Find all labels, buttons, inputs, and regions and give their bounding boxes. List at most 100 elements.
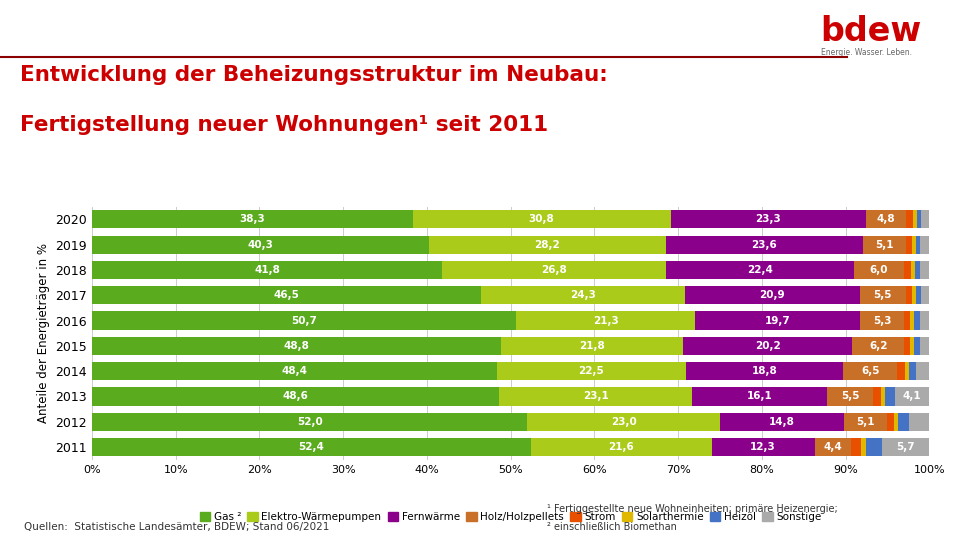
Text: 23,6: 23,6 [751, 240, 777, 250]
Bar [898, 413, 909, 431]
Bar [904, 261, 911, 279]
Text: 4,8: 4,8 [876, 214, 895, 224]
Bar [412, 211, 671, 228]
Text: 52,4: 52,4 [298, 442, 324, 452]
Text: 14,8: 14,8 [769, 417, 795, 426]
Bar [843, 362, 897, 380]
Text: 6,5: 6,5 [861, 366, 880, 376]
Bar [921, 211, 929, 228]
Bar [92, 413, 528, 431]
Bar [906, 236, 912, 254]
Bar [844, 413, 887, 431]
Bar [912, 236, 916, 254]
Text: 5,7: 5,7 [896, 442, 915, 452]
Bar [852, 337, 904, 355]
Bar [814, 438, 852, 456]
Bar [683, 337, 852, 355]
Bar [917, 211, 921, 228]
Bar [720, 413, 844, 431]
Bar [860, 312, 904, 330]
Text: 38,3: 38,3 [239, 214, 265, 224]
Bar [906, 211, 913, 228]
Text: 40,3: 40,3 [248, 240, 274, 250]
Text: Energie. Wasser. Leben.: Energie. Wasser. Leben. [821, 48, 912, 57]
Text: 24,3: 24,3 [570, 290, 596, 300]
Text: ² einschließlich Biomethan: ² einschließlich Biomethan [547, 522, 677, 532]
Text: 23,0: 23,0 [611, 417, 637, 426]
Text: 22,4: 22,4 [747, 265, 773, 275]
Text: 21,8: 21,8 [579, 341, 605, 351]
Text: 20,2: 20,2 [755, 341, 780, 351]
Bar [517, 312, 695, 330]
Text: 23,1: 23,1 [583, 392, 609, 401]
Text: 6,0: 6,0 [870, 265, 889, 275]
Bar [920, 337, 929, 355]
Bar [911, 261, 915, 279]
Bar [914, 312, 920, 330]
Bar [881, 387, 885, 405]
Bar [915, 261, 920, 279]
Bar [916, 236, 920, 254]
Text: Fertigstellung neuer Wohnungen¹ seit 2011: Fertigstellung neuer Wohnungen¹ seit 201… [20, 115, 549, 135]
Text: 50,7: 50,7 [291, 316, 318, 325]
Bar [92, 362, 498, 380]
Bar [92, 261, 442, 279]
Bar [92, 211, 412, 228]
Text: 26,8: 26,8 [541, 265, 567, 275]
Text: Entwicklung der Beheizungsstruktur im Neubau:: Entwicklung der Beheizungsstruktur im Ne… [20, 65, 608, 84]
Bar [92, 337, 500, 355]
Bar [92, 387, 499, 405]
Bar [897, 362, 905, 380]
Text: 4,1: 4,1 [903, 392, 922, 401]
Text: 23,3: 23,3 [755, 214, 781, 224]
Bar [92, 312, 517, 330]
Text: 30,8: 30,8 [529, 214, 555, 224]
Bar [887, 413, 894, 431]
Bar [906, 286, 912, 304]
Text: ¹ Fertiggestellte neue Wohneinheiten; primäre Heizenergie;: ¹ Fertiggestellte neue Wohneinheiten; pr… [547, 504, 837, 514]
Text: 48,6: 48,6 [283, 392, 309, 401]
Bar [914, 337, 920, 355]
Bar [865, 211, 906, 228]
Text: bdew: bdew [821, 15, 922, 48]
Bar [910, 312, 914, 330]
Bar [530, 438, 711, 456]
Bar [916, 362, 929, 380]
Text: 21,3: 21,3 [592, 316, 619, 325]
Bar [499, 387, 692, 405]
Legend: Gas ², Elektro-Wärmepumpen, Fernwärme, Holz/Holzpellets, Strom, Solarthermie, He: Gas ², Elektro-Wärmepumpen, Fernwärme, H… [196, 508, 826, 526]
Bar [92, 438, 530, 456]
Bar [528, 413, 720, 431]
Bar [861, 438, 865, 456]
Bar [442, 261, 666, 279]
Bar [854, 261, 904, 279]
Bar [430, 236, 666, 254]
Text: 28,2: 28,2 [534, 240, 560, 250]
Bar [921, 286, 929, 304]
Text: 21,6: 21,6 [608, 442, 634, 452]
Bar [920, 261, 929, 279]
Bar [684, 286, 860, 304]
Bar [827, 387, 873, 405]
Text: 5,1: 5,1 [875, 240, 893, 250]
Bar [873, 387, 881, 405]
Bar [481, 286, 684, 304]
Text: 4,4: 4,4 [824, 442, 842, 452]
Bar [885, 387, 895, 405]
Bar [666, 236, 863, 254]
Text: 48,8: 48,8 [284, 341, 309, 351]
Bar [692, 387, 827, 405]
Text: 5,5: 5,5 [873, 290, 892, 300]
Bar [920, 312, 929, 330]
Text: 20,9: 20,9 [760, 290, 785, 300]
Text: 6,2: 6,2 [869, 341, 888, 351]
Text: Quellen:  Statistische Landesämter, BDEW; Stand 06/2021: Quellen: Statistische Landesämter, BDEW;… [24, 522, 329, 532]
Bar [920, 236, 929, 254]
Bar [666, 261, 854, 279]
Text: 18,8: 18,8 [751, 366, 777, 376]
Text: 5,3: 5,3 [873, 316, 892, 325]
Text: 12,3: 12,3 [750, 442, 776, 452]
Bar [904, 337, 910, 355]
Text: 46,5: 46,5 [274, 290, 299, 300]
Bar [910, 337, 914, 355]
